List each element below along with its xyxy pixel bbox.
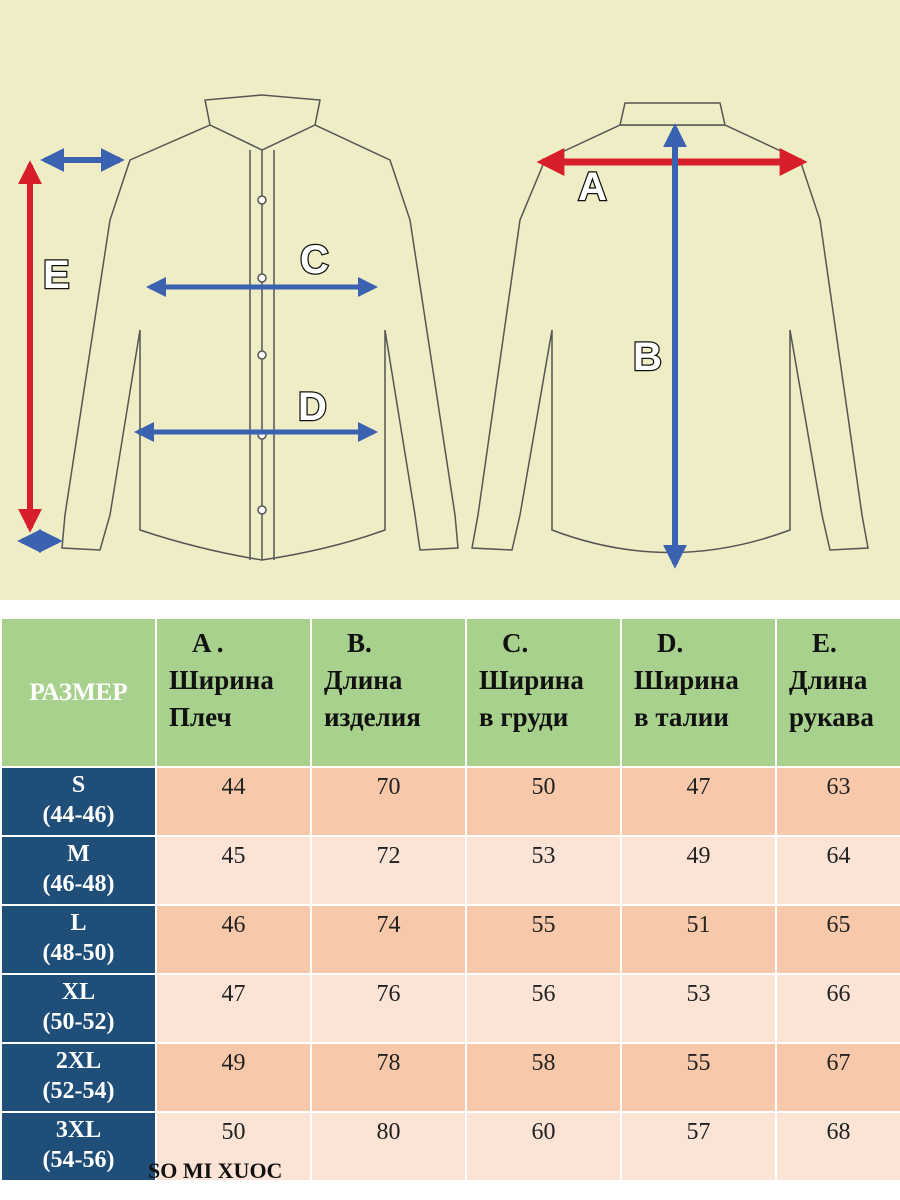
value-cell: 64 (775, 835, 900, 906)
value-cell: 72 (310, 835, 467, 906)
size-cell: 3XL (54-56) (0, 1111, 157, 1182)
caption: SO MI XUOC (148, 1158, 283, 1183)
size-range: (46-48) (42, 871, 115, 897)
size-range: (50-52) (42, 1009, 115, 1035)
value-cell: 63 (775, 766, 900, 837)
header-line2: в талии (634, 702, 729, 732)
size-size: S (71, 772, 86, 798)
column-header-e: E. Длина рукава (775, 617, 900, 768)
size-size: M (67, 841, 90, 867)
column-header-d: D. Ширина в талии (620, 617, 777, 768)
value-cell: 57 (620, 1111, 777, 1182)
header-line1: Длина (789, 665, 868, 695)
value-cell: 53 (465, 835, 622, 906)
value-cell: 67 (775, 1042, 900, 1113)
size-range: (52-54) (42, 1078, 115, 1104)
header-row: РАЗМЕР A . Ширина Плеч B. Длина изделия C. Ши… (0, 617, 900, 768)
size-range: (48-50) (42, 940, 115, 966)
size-size: 3XL (55, 1117, 102, 1143)
size-cell: 2XL (52-54) (0, 1042, 157, 1113)
header-line1: Длина (324, 665, 403, 695)
value-cell: 70 (310, 766, 467, 837)
value-cell: 78 (310, 1042, 467, 1113)
size-cell: L (48-50) (0, 904, 157, 975)
shirt-front (61, 94, 459, 561)
size-cell: S (44-46) (0, 766, 157, 837)
table-row: L (48-50) 46 74 55 51 65 (0, 904, 900, 975)
size-size: XL (61, 979, 96, 1005)
header-line2: в груди (479, 702, 569, 732)
value-cell: 49 (155, 1042, 312, 1113)
header-letter: C. (502, 628, 529, 658)
header-line2: рукава (789, 702, 874, 732)
header-letter: B. (347, 628, 372, 658)
value-cell: 76 (310, 973, 467, 1044)
value-cell: 56 (465, 973, 622, 1044)
header-line1: Ширина (634, 665, 739, 695)
value-cell: 49 (620, 835, 777, 906)
size-range: (44-46) (42, 802, 115, 828)
value-cell: 65 (775, 904, 900, 975)
value-cell: 58 (465, 1042, 622, 1113)
value-cell: 50 (155, 1111, 312, 1182)
value-cell: 47 (155, 973, 312, 1044)
value-cell: 68 (775, 1111, 900, 1182)
arrow-e (17, 148, 125, 553)
label-e: E (43, 253, 70, 297)
column-header-a: A . Ширина Плеч (155, 617, 312, 768)
size-cell: M (46-48) (0, 835, 157, 906)
size-header: РАЗМЕР (0, 617, 157, 768)
value-cell: 47 (620, 766, 777, 837)
label-b: B (633, 335, 662, 379)
label-a: A (578, 165, 607, 209)
table-row: 3XL (54-56) 50 80 60 57 68 (0, 1111, 900, 1182)
value-cell: 44 (155, 766, 312, 837)
shirt-back (471, 102, 869, 554)
table-row: XL (50-52) 47 76 56 53 66 (0, 973, 900, 1044)
header-letter: D. (657, 628, 684, 658)
table-row: S (44-46) 44 70 50 47 63 (0, 766, 900, 837)
shirt-illustration: A B C D E (17, 94, 869, 569)
size-size: L (70, 910, 87, 936)
header-line2: Плеч (169, 702, 232, 732)
value-cell: 46 (155, 904, 312, 975)
value-cell: 50 (465, 766, 622, 837)
size-table: РАЗМЕР A . Ширина Плеч B. Длина изделия C. Ши… (0, 617, 900, 1182)
size-range: (54-56) (42, 1147, 115, 1173)
header-line1: Ширина (479, 665, 584, 695)
value-cell: 60 (465, 1111, 622, 1182)
header-letter: A . (192, 628, 224, 658)
header-line2: изделия (324, 702, 421, 732)
value-cell: 74 (310, 904, 467, 975)
table-row: 2XL (52-54) 49 78 58 55 67 (0, 1042, 900, 1113)
value-cell: 45 (155, 835, 312, 906)
value-cell: 80 (310, 1111, 467, 1182)
value-cell: 55 (465, 904, 622, 975)
value-cell: 53 (620, 973, 777, 1044)
size-size: 2XL (55, 1048, 102, 1074)
measurement-diagram: A B C D E (0, 0, 900, 600)
size-cell: XL (50-52) (0, 973, 157, 1044)
value-cell: 51 (620, 904, 777, 975)
column-header-c: C. Ширина в груди (465, 617, 622, 768)
value-cell: 55 (620, 1042, 777, 1113)
column-header-b: B. Длина изделия (310, 617, 467, 768)
label-c: C (300, 238, 329, 282)
value-cell: 66 (775, 973, 900, 1044)
header-letter: E. (812, 628, 837, 658)
table-row: M (46-48) 45 72 53 49 64 (0, 835, 900, 906)
label-d: D (298, 385, 327, 429)
header-line1: Ширина (169, 665, 274, 695)
